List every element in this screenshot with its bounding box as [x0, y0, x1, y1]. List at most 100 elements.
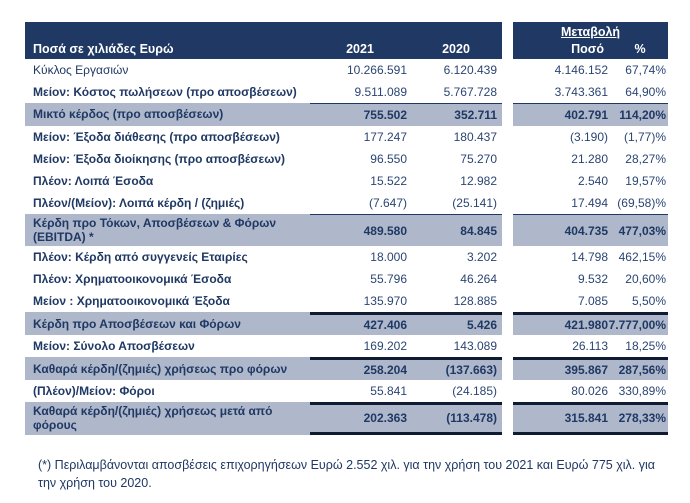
row-label: (Πλέον)/Μείον: Φόροι: [33, 384, 155, 399]
row-label: Μείον: Έξοδα διάθεσης (προ αποσβέσεων): [33, 129, 280, 144]
table-row: Καθαρά κέρδη/(ζημιές) χρήσεως μετά από φ…: [25, 402, 668, 435]
column-header-change-percent: %: [634, 42, 646, 56]
row-gap: [502, 170, 513, 192]
row-gap: [502, 312, 513, 335]
row-values-change: 2.540 19,57%: [513, 170, 668, 192]
row-label: Μείον: Κόστος πωλήσεων (προ αποσβέσεων): [33, 84, 297, 99]
row-label: Πλέον: Κέρδη από συγγενείς Εταιρίες: [33, 250, 248, 265]
value-2021: 202.363: [363, 411, 407, 426]
row-label: Μείον: Έξοδα διοίκησης (προ αποσβέσεων): [33, 151, 286, 166]
change-amount: 17.494: [571, 196, 608, 210]
header-change-columns: Ποσό %: [513, 39, 668, 59]
row-values-years: (7.647) (25.141): [310, 192, 502, 214]
value-2021: 755.502: [363, 108, 407, 122]
value-2020: (137.663): [445, 363, 497, 378]
change-amount: 402.791: [564, 108, 608, 122]
value-2021: 10.266.591: [346, 63, 407, 77]
change-percent: 287,56%: [618, 363, 666, 378]
change-amount: 9.532: [577, 272, 608, 287]
change-amount: 315.841: [564, 411, 608, 426]
table-row: Μείον : Χρηματοοικονομικά Έξοδα 135.970 12…: [25, 290, 668, 312]
change-percent: 5,50%: [631, 294, 666, 309]
row-values-change: 17.494 (69,58)%: [513, 192, 668, 214]
table-row: Μείον: Έξοδα διάθεσης (προ αποσβέσεων) 17…: [25, 126, 668, 148]
row-label: Καθαρά κέρδη/(ζημιές) χρήσεως μετά από φ…: [25, 402, 310, 435]
value-2020: 6.120.439: [443, 63, 497, 77]
row-values-change: 402.791 114,20%: [513, 103, 668, 126]
value-2021: 258.204: [363, 363, 407, 378]
change-percent: 7.777,00%: [608, 318, 666, 333]
row-values-change: 421.980 7.777,00%: [513, 312, 668, 336]
row-values-years: 755.502 352.711: [310, 103, 502, 126]
change-percent: 278,33%: [618, 411, 666, 426]
row-gap: [502, 103, 513, 126]
table-header: Ποσά σε χιλιάδες Ευρώ 2021 2020 Μεταβολή…: [25, 22, 668, 59]
header-change-title-row: Μεταβολή: [513, 22, 668, 39]
table-row: Μείον: Έξοδα διοίκησης (προ αποσβέσεων) 9…: [25, 148, 668, 170]
row-gap: [502, 192, 513, 214]
change-amount: 3.743.361: [554, 85, 608, 99]
row-gap: [502, 214, 513, 246]
row-gap: [502, 290, 513, 312]
row-values-change: 315.841 278,33%: [513, 402, 668, 435]
row-gap: [502, 380, 513, 402]
row-label: Καθαρά κέρδη/(ζημιές) χρήσεως προ φόρων: [25, 357, 310, 381]
change-percent: 19,57%: [625, 174, 666, 188]
value-2021: (7.647): [368, 196, 407, 210]
change-amount: 421.980: [564, 318, 608, 333]
row-values-change: 4.146.152 67,74%: [513, 59, 668, 81]
table-body: Κύκλος Εργασιών 10.266.591 6.120.439 4.146.…: [25, 59, 668, 435]
value-2021: 55.841: [370, 384, 407, 399]
value-2020: 5.426: [466, 318, 497, 333]
value-2021: 18.000: [370, 250, 407, 265]
change-amount: 26.113: [572, 339, 608, 354]
table-row: Κέρδη προ Τόκων, Αποσβέσεων & Φόρων (EBI…: [25, 214, 668, 247]
change-percent: (69,58)%: [617, 196, 666, 210]
change-percent: 114,20%: [619, 108, 666, 122]
row-values-change: 3.743.361 64,90%: [513, 81, 668, 103]
table-row: Μείον: Κόστος πωλήσεων (προ αποσβέσεων) 9…: [25, 81, 668, 103]
change-amount: 2.540: [577, 174, 608, 188]
change-percent: 67,74%: [625, 63, 666, 77]
value-2021: 15.522: [370, 174, 407, 188]
value-2020: 12.982: [460, 174, 497, 188]
value-2021: 96.550: [370, 152, 407, 166]
table-row: Κέρδη προ Αποσβέσεων και Φόρων 427.406 5.4…: [25, 312, 668, 336]
change-title: Μεταβολή: [560, 25, 621, 39]
row-values-years: 15.522 12.982: [310, 170, 502, 192]
change-amount: 21.280: [571, 152, 608, 166]
row-values-change: 80.026 330,89%: [513, 380, 668, 402]
change-amount: 404.735: [564, 223, 608, 238]
row-gap: [502, 246, 513, 268]
value-2020: 46.264: [460, 272, 497, 287]
change-percent: 64,90%: [625, 85, 666, 99]
change-percent: 477,03%: [618, 223, 666, 238]
row-label: Πλέον: Λοιπά Έσοδα: [33, 173, 154, 188]
change-percent: 330,89%: [618, 384, 666, 399]
change-amount: 395.867: [564, 363, 608, 378]
unit-label: Ποσά σε χιλιάδες Ευρώ: [33, 42, 174, 56]
value-2021: 9.511.089: [354, 85, 408, 99]
row-values-change: 9.532 20,60%: [513, 268, 668, 290]
value-2021: 489.580: [363, 223, 407, 238]
value-2021: 135.970: [363, 294, 407, 309]
value-2020: 84.845: [460, 223, 497, 238]
row-values-years: 55.796 46.264: [310, 268, 502, 290]
footnote: (*) Περιλαμβάνονται αποσβέσεις επιχορηγή…: [38, 458, 656, 491]
column-header-2020: 2020: [442, 42, 470, 56]
row-values-change: 21.280 28,27%: [513, 148, 668, 170]
row-label: Κέρδη προ Αποσβέσεων και Φόρων: [25, 312, 310, 336]
row-gap: [502, 81, 513, 103]
row-values-years: 10.266.591 6.120.439: [310, 59, 502, 81]
header-left-columns: Ποσά σε χιλιάδες Ευρώ 2021 2020: [25, 39, 502, 59]
header-change-block: Μεταβολή Ποσό %: [513, 22, 668, 59]
row-label: Κύκλος Εργασιών: [33, 62, 129, 77]
row-label: Μείον: Σύνολο Αποσβέσεων: [33, 339, 195, 354]
row-label: Πλέον/(Μείον): Λοιπά κέρδη / (ζημιές): [33, 195, 245, 210]
row-gap: [502, 402, 513, 434]
change-amount: 7.085: [577, 294, 608, 309]
value-2020: 128.885: [453, 294, 497, 309]
row-label: Μικτό κέρδος (προ αποσβέσεων): [25, 103, 310, 126]
change-amount: (3.190): [569, 130, 608, 144]
